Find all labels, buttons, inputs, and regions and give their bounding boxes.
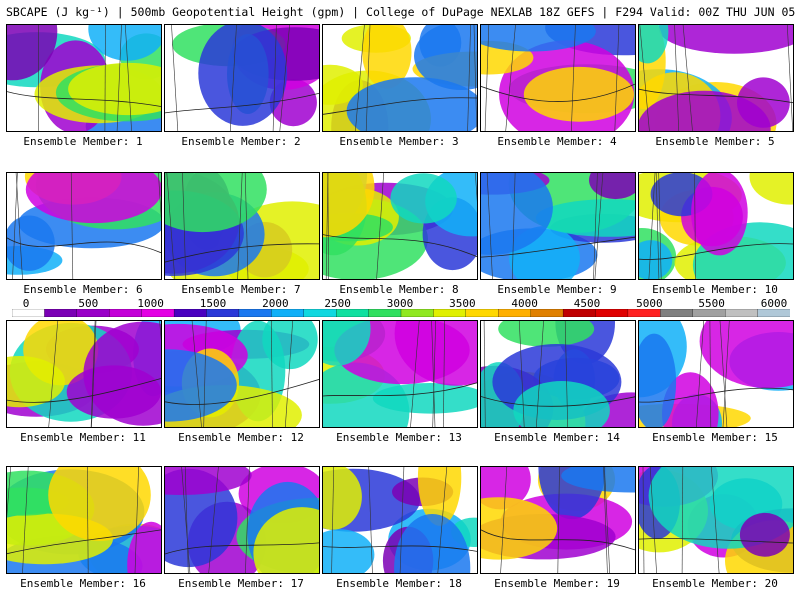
cape-map bbox=[481, 467, 635, 573]
cape-map bbox=[7, 467, 161, 573]
ensemble-member-label: Ensemble Member: 5 bbox=[655, 135, 775, 148]
ensemble-panel-10 bbox=[638, 172, 794, 280]
color-swatch bbox=[725, 309, 759, 317]
ensemble-member-label: Ensemble Member: 14 bbox=[494, 431, 620, 444]
color-swatch bbox=[109, 309, 143, 317]
cape-map bbox=[165, 467, 319, 573]
color-scale-tick-label: 3500 bbox=[449, 297, 476, 310]
ensemble-panel-8 bbox=[322, 172, 478, 280]
color-swatch bbox=[336, 309, 370, 317]
cape-map bbox=[323, 467, 477, 573]
ensemble-member-label: Ensemble Member: 6 bbox=[23, 283, 143, 296]
ensemble-panel-11 bbox=[6, 320, 162, 428]
ensemble-member-label: Ensemble Member: 2 bbox=[181, 135, 301, 148]
ensemble-member-label: Ensemble Member: 3 bbox=[339, 135, 459, 148]
color-swatch bbox=[400, 309, 435, 317]
ensemble-member-label: Ensemble Member: 15 bbox=[652, 431, 778, 444]
cape-map bbox=[7, 321, 161, 427]
ensemble-member-label: Ensemble Member: 7 bbox=[181, 283, 301, 296]
ensemble-member-label: Ensemble Member: 12 bbox=[178, 431, 304, 444]
color-swatch bbox=[76, 309, 110, 317]
color-scale-tick-label: 5000 bbox=[636, 297, 663, 310]
ensemble-member-label: Ensemble Member: 11 bbox=[20, 431, 146, 444]
cape-map bbox=[7, 25, 161, 131]
ensemble-panel-18 bbox=[322, 466, 478, 574]
ensemble-member-label: Ensemble Member: 8 bbox=[339, 283, 459, 296]
color-swatch bbox=[595, 309, 629, 317]
cape-map bbox=[323, 173, 477, 279]
ensemble-panel-19 bbox=[480, 466, 636, 574]
color-swatch bbox=[271, 309, 305, 317]
color-swatch bbox=[173, 309, 208, 317]
cape-map bbox=[7, 173, 161, 279]
ensemble-panel-15 bbox=[638, 320, 794, 428]
color-scale-tick-label: 6000 bbox=[760, 297, 788, 310]
ensemble-panel-5 bbox=[638, 24, 794, 132]
color-swatch bbox=[368, 309, 402, 317]
cape-map bbox=[165, 173, 319, 279]
color-swatch bbox=[562, 309, 597, 317]
color-swatch bbox=[530, 309, 564, 317]
ensemble-panel-14 bbox=[480, 320, 636, 428]
cape-map bbox=[639, 467, 793, 573]
ensemble-member-label: Ensemble Member: 9 bbox=[497, 283, 617, 296]
color-swatch bbox=[433, 309, 467, 317]
map-title: SBCAPE (J kg⁻¹) | 500mb Geopotential Hei… bbox=[6, 5, 800, 19]
color-scale-tick-label: 3000 bbox=[386, 297, 414, 310]
color-scale-tick-label: 2500 bbox=[324, 297, 351, 310]
ensemble-member-label: Ensemble Member: 1 bbox=[23, 135, 143, 148]
ensemble-member-label: Ensemble Member: 17 bbox=[178, 577, 304, 590]
ensemble-panel-4 bbox=[480, 24, 636, 132]
ensemble-panel-16 bbox=[6, 466, 162, 574]
cape-map bbox=[481, 25, 635, 131]
color-swatch bbox=[627, 309, 661, 317]
ensemble-panel-17 bbox=[164, 466, 320, 574]
ensemble-member-label: Ensemble Member: 10 bbox=[652, 283, 778, 296]
color-swatch bbox=[757, 309, 790, 317]
ensemble-panel-2 bbox=[164, 24, 320, 132]
color-scale-tick-label: 1500 bbox=[199, 297, 227, 310]
color-scale-tick-label: 1000 bbox=[137, 297, 164, 310]
color-scale-tick-label: 500 bbox=[78, 297, 99, 310]
color-scale-tick-label: 0 bbox=[22, 297, 30, 310]
ensemble-panel-7 bbox=[164, 172, 320, 280]
cape-map bbox=[165, 321, 319, 427]
color-swatch bbox=[465, 309, 499, 317]
ensemble-member-label: Ensemble Member: 13 bbox=[336, 431, 462, 444]
color-swatch bbox=[692, 309, 726, 317]
cape-map bbox=[323, 321, 477, 427]
cape-map bbox=[165, 25, 319, 131]
cape-map bbox=[481, 321, 635, 427]
cape-map bbox=[323, 25, 477, 131]
color-scale-tick-label: 4000 bbox=[511, 297, 538, 310]
color-swatch bbox=[498, 309, 532, 317]
ensemble-member-label: Ensemble Member: 16 bbox=[20, 577, 146, 590]
color-scale-tick-label: 2000 bbox=[262, 297, 289, 310]
color-swatch bbox=[303, 309, 337, 317]
ensemble-member-label: Ensemble Member: 18 bbox=[336, 577, 462, 590]
cape-map bbox=[639, 25, 793, 131]
color-swatch bbox=[12, 309, 46, 317]
ensemble-member-label: Ensemble Member: 4 bbox=[497, 135, 617, 148]
color-swatch bbox=[206, 309, 240, 317]
color-swatch bbox=[238, 309, 272, 317]
color-scale-tick-label: 5500 bbox=[698, 297, 725, 310]
cape-map bbox=[639, 321, 793, 427]
ensemble-panel-6 bbox=[6, 172, 162, 280]
ensemble-panel-9 bbox=[480, 172, 636, 280]
ensemble-panel-1 bbox=[6, 24, 162, 132]
color-swatch bbox=[141, 309, 175, 317]
ensemble-panel-12 bbox=[164, 320, 320, 428]
ensemble-member-label: Ensemble Member: 19 bbox=[494, 577, 620, 590]
ensemble-panel-3 bbox=[322, 24, 478, 132]
color-swatch bbox=[660, 309, 694, 317]
color-swatch bbox=[44, 309, 78, 317]
cape-map bbox=[639, 173, 793, 279]
color-scale-tick-label: 4500 bbox=[573, 297, 601, 310]
color-scale-bar bbox=[12, 309, 790, 317]
ensemble-panel-13 bbox=[322, 320, 478, 428]
ensemble-panel-20 bbox=[638, 466, 794, 574]
cape-map bbox=[481, 173, 635, 279]
ensemble-member-label: Ensemble Member: 20 bbox=[652, 577, 778, 590]
